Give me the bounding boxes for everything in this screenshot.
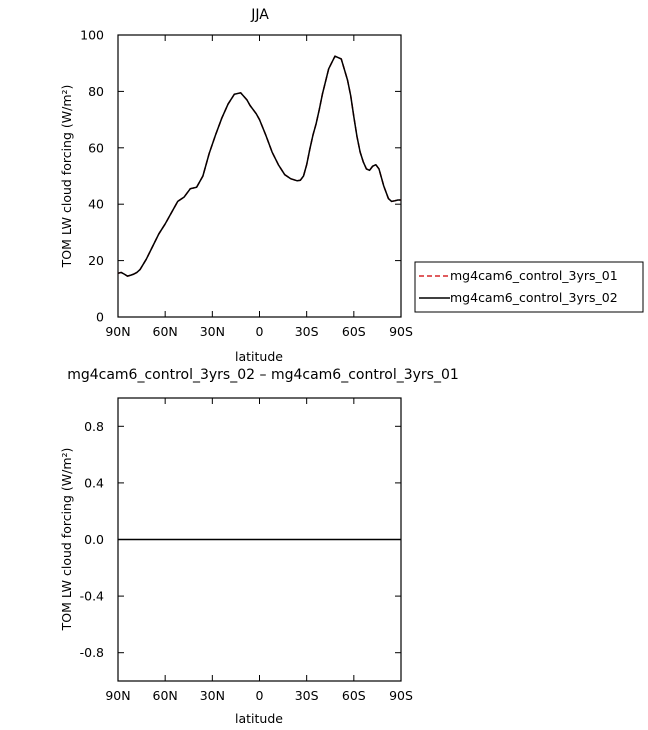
- series-line-1: [117, 55, 401, 277]
- x-tick-label: 90S: [389, 688, 413, 703]
- bottom-y-ticks: -0.8 -0.4 0.0 0.4 0.8: [80, 419, 401, 660]
- x-tick-label: 90N: [105, 688, 130, 703]
- series-line-2: [117, 55, 401, 277]
- x-tick-label: 60S: [342, 688, 366, 703]
- y-tick-label: 40: [88, 197, 104, 212]
- top-y-axis-label: TOM LW cloud forcing (W/m²): [59, 85, 74, 269]
- bottom-chart-title: mg4cam6_control_3yrs_02 – mg4cam6_contro…: [67, 367, 459, 383]
- y-tick-label: 0: [96, 310, 104, 325]
- x-tick-label: 60S: [342, 324, 366, 339]
- y-tick-label: 0.4: [84, 475, 104, 490]
- top-y-ticks: 0 20 40 60 80 100: [80, 28, 401, 325]
- x-tick-label: 90S: [389, 324, 413, 339]
- bottom-x-axis-label: latitude: [235, 711, 283, 726]
- x-tick-label: 30S: [295, 324, 319, 339]
- bottom-panel: mg4cam6_control_3yrs_02 – mg4cam6_contro…: [59, 367, 459, 726]
- y-tick-label: -0.8: [80, 645, 104, 660]
- x-tick-label: 30N: [200, 324, 225, 339]
- x-tick-label: 30S: [295, 688, 319, 703]
- top-plot-frame: [117, 34, 402, 318]
- top-panel: JJA 90N 60N 30N 0 30S 60S 90S 0 20 40 60 80 100 lat…: [59, 7, 644, 364]
- top-x-ticks: 90N 60N 30N 0 30S 60S 90S: [105, 35, 413, 339]
- bottom-x-ticks: 90N 60N 30N 0 30S 60S 90S: [105, 398, 413, 703]
- x-tick-label: 60N: [153, 324, 178, 339]
- y-tick-label: 20: [88, 253, 104, 268]
- top-x-axis-label: latitude: [235, 349, 283, 364]
- legend-box: [414, 261, 644, 313]
- y-tick-label: 0.8: [84, 419, 104, 434]
- x-tick-label: 30N: [200, 688, 225, 703]
- x-tick-label: 90N: [105, 324, 130, 339]
- top-series-lines: [117, 55, 401, 277]
- top-chart-title: JJA: [250, 7, 269, 23]
- x-tick-label: 0: [256, 324, 264, 339]
- x-tick-label: 60N: [153, 688, 178, 703]
- legend: mg4cam6_control_3yrs_01 mg4cam6_control_…: [414, 261, 644, 313]
- bottom-y-axis-label: TOM LW cloud forcing (W/m²): [59, 448, 74, 632]
- x-tick-label: 0: [256, 688, 264, 703]
- y-tick-label: 60: [88, 140, 104, 155]
- y-tick-label: 100: [80, 28, 104, 43]
- y-tick-label: 0.0: [84, 532, 104, 547]
- y-tick-label: 80: [88, 84, 104, 99]
- legend-label-series-2: mg4cam6_control_3yrs_02: [450, 290, 618, 305]
- legend-label-series-1: mg4cam6_control_3yrs_01: [450, 268, 618, 283]
- y-tick-label: -0.4: [80, 589, 104, 604]
